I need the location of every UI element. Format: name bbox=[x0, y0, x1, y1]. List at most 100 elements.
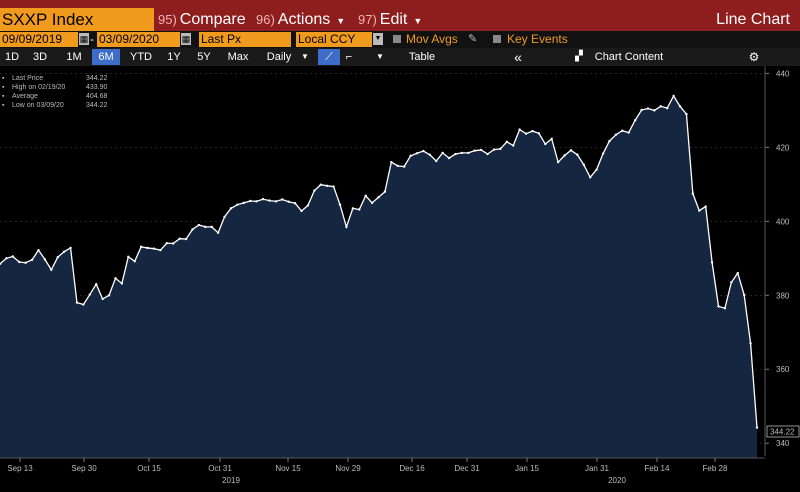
y-tick-label: 440 bbox=[776, 69, 790, 78]
y-axis-ticks: 340 360 380 400 420 440 bbox=[765, 69, 790, 448]
bar-style-icon[interactable]: ⌐ bbox=[345, 51, 353, 63]
mov-avgs-checkbox[interactable] bbox=[393, 35, 401, 43]
calendar-icon[interactable]: ▦ bbox=[79, 33, 89, 45]
range-1d[interactable]: 1D bbox=[4, 51, 20, 63]
price-point bbox=[242, 201, 245, 205]
table-button[interactable]: Table bbox=[408, 51, 436, 63]
price-point bbox=[665, 106, 669, 110]
price-point bbox=[627, 131, 630, 134]
price-point bbox=[659, 105, 662, 108]
price-point bbox=[589, 176, 592, 179]
price-point bbox=[550, 137, 553, 141]
price-point bbox=[544, 142, 547, 146]
field-selector[interactable]: Last Px bbox=[199, 32, 291, 47]
actions-label: Actions bbox=[277, 11, 331, 28]
x-tick-label: Oct 31 bbox=[208, 464, 232, 473]
calendar-icon[interactable]: ▦ bbox=[181, 33, 191, 45]
price-point bbox=[601, 152, 605, 155]
range-6m[interactable]: 6M bbox=[92, 49, 120, 65]
legend-low-value: 344.22 bbox=[86, 102, 108, 109]
legend-avg-label: Average bbox=[12, 93, 38, 100]
price-point bbox=[524, 132, 528, 135]
price-point bbox=[428, 153, 432, 156]
price-point bbox=[499, 147, 502, 151]
price-point bbox=[268, 199, 271, 202]
chart-content-button[interactable]: Chart Content bbox=[594, 51, 664, 63]
price-point bbox=[492, 148, 496, 151]
year-label: 2020 bbox=[608, 476, 626, 485]
price-point bbox=[364, 194, 367, 198]
price-point bbox=[319, 183, 322, 186]
gear-icon[interactable]: ⚙ bbox=[748, 50, 760, 64]
chart-content-icon: ▞ bbox=[575, 51, 583, 62]
x-tick-label: Feb 28 bbox=[703, 464, 728, 473]
price-point bbox=[396, 164, 399, 168]
price-point bbox=[172, 242, 175, 245]
price-point bbox=[127, 255, 130, 259]
price-point bbox=[608, 139, 611, 143]
price-point bbox=[698, 209, 701, 212]
price-point bbox=[0, 262, 2, 266]
pencil-icon[interactable]: ✎ bbox=[468, 33, 478, 45]
price-point bbox=[82, 303, 85, 306]
range-ytd[interactable]: YTD bbox=[130, 51, 152, 63]
price-point bbox=[332, 185, 335, 188]
y-tick-label: 400 bbox=[776, 217, 790, 226]
price-point bbox=[5, 257, 8, 260]
last-price-tag bbox=[766, 425, 800, 438]
edit-menu[interactable]: 97) Edit ▼ bbox=[358, 8, 422, 31]
ticker-field[interactable]: SXXP Index bbox=[0, 8, 154, 31]
date-separator: - bbox=[90, 32, 94, 46]
range-3d[interactable]: 3D bbox=[32, 51, 48, 63]
currency-selector[interactable]: Local CCY bbox=[296, 32, 372, 47]
range-max[interactable]: Max bbox=[227, 51, 249, 63]
range-1y[interactable]: 1Y bbox=[167, 51, 181, 63]
price-point bbox=[255, 200, 258, 203]
x-tick-label: Nov 29 bbox=[335, 464, 361, 473]
y-tick-label: 420 bbox=[776, 143, 790, 152]
price-point bbox=[95, 282, 98, 286]
style-dropdown-icon[interactable]: ▼ bbox=[376, 52, 384, 61]
price-point bbox=[512, 144, 515, 147]
price-point bbox=[473, 149, 476, 152]
start-date-field[interactable]: 09/09/2019 bbox=[0, 32, 78, 47]
collapse-icon[interactable]: « bbox=[514, 49, 522, 65]
price-point bbox=[88, 293, 92, 296]
price-area bbox=[0, 95, 757, 458]
caret-down-icon: ▼ bbox=[336, 16, 346, 26]
end-date-field[interactable]: 03/09/2020 bbox=[97, 32, 180, 47]
price-point bbox=[18, 260, 21, 264]
price-point bbox=[672, 94, 675, 98]
periodicity-selector[interactable]: Daily bbox=[266, 51, 292, 63]
legend-avg-marker: ▪ bbox=[2, 93, 5, 100]
range-1m[interactable]: 1M bbox=[66, 51, 82, 63]
price-point bbox=[467, 151, 470, 155]
price-point bbox=[518, 128, 521, 131]
price-point bbox=[146, 246, 149, 250]
price-point bbox=[37, 248, 40, 252]
price-chart[interactable]: 340 360 380 400 420 440 Sep 13 Sep 30 Oct 15 Oct… bbox=[0, 66, 800, 492]
x-tick-label: Sep 30 bbox=[71, 464, 97, 473]
caret-down-icon[interactable]: ▼ bbox=[301, 52, 309, 61]
price-point bbox=[152, 247, 156, 250]
range-5y[interactable]: 5Y bbox=[197, 51, 211, 63]
price-point bbox=[569, 149, 573, 152]
key-events-checkbox[interactable] bbox=[493, 35, 501, 43]
x-tick-label: Dec 16 bbox=[399, 464, 425, 473]
compare-menu[interactable]: 95) Compare bbox=[158, 8, 246, 31]
price-point bbox=[460, 151, 464, 155]
price-point bbox=[537, 132, 541, 135]
dropdown-icon[interactable]: ▼ bbox=[373, 33, 383, 45]
price-point bbox=[204, 225, 207, 229]
header-bar: SXXP Index 95) Compare 96) Actions ▼ 97) Edi… bbox=[0, 0, 800, 31]
actions-menu[interactable]: 96) Actions ▼ bbox=[256, 8, 345, 31]
mov-avgs-label[interactable]: Mov Avgs bbox=[406, 32, 458, 46]
line-chart-icon[interactable]: ⟋ bbox=[318, 49, 340, 65]
key-events-label[interactable]: Key Events bbox=[507, 32, 568, 46]
price-point bbox=[390, 160, 393, 164]
price-point bbox=[730, 281, 733, 284]
price-point bbox=[69, 246, 72, 250]
price-point bbox=[178, 237, 181, 240]
price-point bbox=[210, 225, 213, 229]
price-point bbox=[383, 190, 387, 193]
